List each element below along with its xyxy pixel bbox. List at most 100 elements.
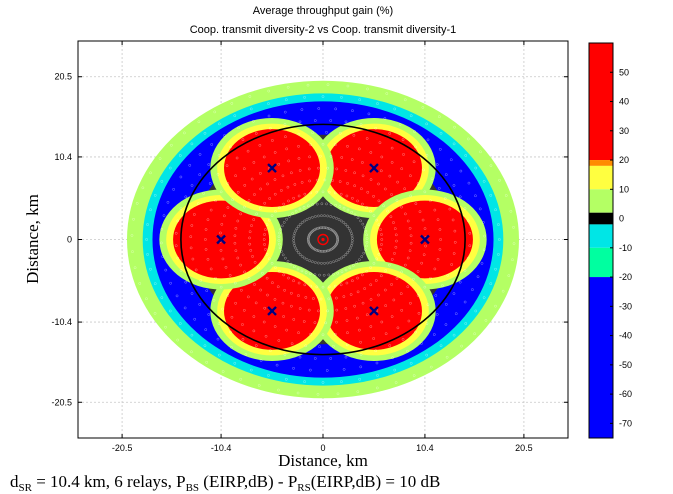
sample-point (221, 307, 224, 311)
sample-point (305, 258, 309, 261)
sample-point (170, 143, 173, 147)
sample-point (356, 199, 359, 203)
sample-point (324, 321, 327, 325)
sample-point (239, 263, 242, 267)
sample-point (292, 318, 296, 321)
sample-point (414, 330, 417, 334)
sample-point (329, 357, 332, 360)
sample-point (234, 249, 238, 252)
sample-point (335, 240, 339, 244)
sample-point (270, 262, 274, 265)
sample-point (395, 199, 399, 202)
sample-point (409, 301, 412, 305)
sample-point (379, 228, 382, 231)
sample-point (292, 279, 295, 283)
sample-point (197, 120, 201, 124)
sample-point (329, 119, 332, 122)
sample-point (207, 163, 211, 166)
sample-point (338, 205, 342, 208)
sample-point (286, 185, 290, 189)
sample-point (331, 179, 334, 182)
sample-point (365, 241, 369, 244)
sample-point (429, 199, 432, 203)
colorbar-tick-label: -10 (619, 243, 632, 253)
sample-point (403, 187, 406, 191)
sample-point (326, 309, 329, 313)
sample-point (325, 226, 328, 230)
sample-point (258, 143, 262, 147)
sample-point (302, 205, 306, 209)
relay-x-b (420, 234, 430, 245)
sample-point (474, 194, 477, 198)
sample-point (454, 312, 458, 316)
sample-point (345, 194, 349, 198)
sample-point (145, 238, 148, 241)
chart-subtitle: Coop. transmit diversity-2 vs Coop. tran… (190, 24, 457, 36)
sample-point (330, 228, 334, 232)
colorbar-tick-label: 0 (619, 214, 624, 224)
sample-point (290, 304, 293, 308)
sample-point (249, 107, 253, 111)
sample-point (233, 114, 237, 118)
sample-point (351, 279, 354, 283)
sample-point (378, 141, 382, 145)
sample-point (248, 236, 251, 240)
sample-point (203, 131, 207, 135)
sample-point (338, 131, 342, 135)
sample-point (438, 115, 441, 118)
sample-point (444, 173, 448, 176)
colorbar-tick-label: -70 (619, 418, 632, 428)
caption: dSR = 10.4 km, 6 relays, PBS (EIRP,dB) -… (10, 472, 440, 494)
sample-point (349, 293, 353, 296)
sample-point (236, 190, 240, 194)
sample-point (262, 320, 266, 324)
sample-point (259, 207, 262, 210)
sample-point (336, 236, 339, 239)
sample-point (278, 246, 282, 250)
sample-point (174, 231, 178, 235)
sample-point (297, 145, 300, 148)
sample-point (350, 158, 354, 161)
sample-point (277, 388, 280, 392)
sample-point (184, 280, 188, 284)
colorbar-tick-label: -50 (619, 360, 632, 370)
sample-point (409, 234, 413, 238)
sample-point (358, 147, 361, 151)
sample-point (285, 377, 288, 381)
sample-point (494, 208, 497, 212)
sample-point (364, 229, 368, 233)
sample-point (293, 265, 296, 268)
sample-point (295, 249, 299, 252)
sample-point (342, 221, 346, 224)
sample-point (350, 244, 353, 247)
sample-point (467, 137, 470, 141)
sample-point (237, 126, 240, 130)
sample-point (420, 342, 423, 345)
sample-point (149, 171, 152, 175)
sample-point (322, 226, 325, 229)
sample-point (329, 155, 333, 158)
sample-point (217, 153, 221, 157)
colorbar-band (589, 277, 613, 438)
sample-point (315, 202, 319, 206)
relay-marker (420, 234, 430, 245)
relay-x-b (369, 306, 379, 316)
sample-point (329, 215, 332, 218)
sample-point (483, 234, 486, 238)
sample-point (158, 157, 162, 160)
sample-point (449, 158, 453, 162)
sample-point (425, 153, 429, 157)
sample-point (464, 322, 468, 325)
sample-point (332, 345, 335, 348)
sample-point (248, 230, 252, 234)
sample-point (202, 192, 205, 195)
sample-point (223, 214, 226, 218)
sample-point (345, 319, 349, 322)
sample-point (257, 384, 261, 387)
sample-point (226, 182, 230, 185)
sample-point (360, 187, 363, 191)
sample-point (132, 217, 135, 221)
sample-point (476, 275, 480, 279)
sample-point (218, 353, 221, 357)
sample-point (323, 226, 327, 229)
